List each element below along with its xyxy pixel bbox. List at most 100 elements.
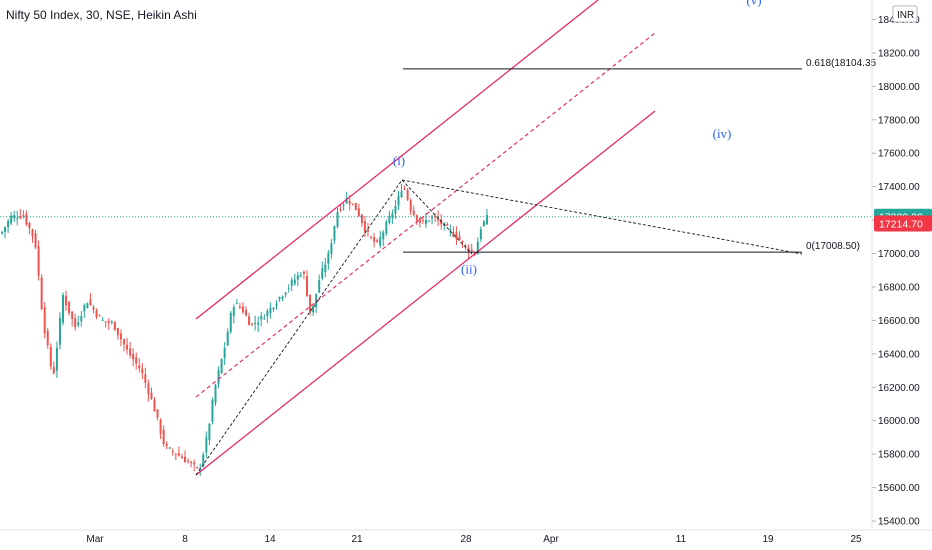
candle-body-25 (77, 322, 80, 326)
candle-body-122 (373, 237, 376, 242)
y-tick-label-1: 15600.00 (878, 483, 920, 494)
candle-body-33 (101, 320, 104, 322)
candle-body-133 (406, 189, 409, 200)
x-tick-label-0: Mar (86, 534, 104, 545)
candle-body-59 (180, 456, 183, 459)
candle-body-17 (52, 367, 55, 374)
y-tick-label-4: 16200.00 (878, 383, 920, 394)
candle-body-128 (391, 213, 394, 218)
candle-body-12 (37, 246, 40, 276)
candle-body-74 (226, 331, 229, 346)
candle-body-67 (205, 437, 208, 453)
candle-body-5 (16, 218, 19, 220)
candle-body-89 (272, 307, 275, 310)
candle-body-32 (98, 315, 101, 317)
wave-label-1: (ii) (461, 262, 477, 277)
candle-body-139 (424, 219, 427, 224)
candle-body-72 (220, 358, 223, 373)
candle-body-85 (260, 315, 263, 320)
candle-body-140 (428, 220, 430, 222)
second-price-value: 17214.70 (879, 218, 923, 230)
candle-body-113 (345, 197, 348, 204)
candle-body-109 (333, 226, 336, 241)
y-tick-label-3: 16000.00 (878, 416, 920, 427)
candle-body-152 (464, 245, 467, 247)
candle-body-118 (360, 214, 363, 224)
candle-body-29 (89, 299, 92, 306)
candle-body-110 (336, 211, 339, 227)
candle-body-131 (400, 191, 403, 198)
wave-label-0: (i) (393, 153, 405, 168)
candle-body-55 (168, 447, 171, 449)
candle-body-27 (83, 305, 86, 312)
candle-body-19 (58, 317, 61, 345)
candle-body-90 (275, 303, 278, 306)
candle-body-159 (485, 215, 488, 225)
candle-body-51 (156, 409, 159, 418)
y-tick-label-11: 17600.00 (878, 149, 920, 160)
candle-body-92 (281, 296, 284, 299)
candle-body-56 (171, 451, 174, 453)
candle-body-50 (153, 399, 156, 412)
candle-body-154 (470, 249, 473, 252)
fib-label-1: 0(17008.50) (806, 241, 860, 252)
candle-body-132 (403, 188, 406, 190)
candle-body-98 (299, 275, 302, 277)
candle-body-95 (290, 280, 293, 286)
candle-body-104 (318, 280, 321, 293)
candle-body-94 (287, 287, 290, 289)
candle-body-14 (43, 307, 46, 334)
candle-body-141 (431, 216, 434, 219)
candle-body-45 (138, 365, 141, 369)
time-axis[interactable]: Mar 8 14 21 28 Apr 11 19 25 (0, 529, 932, 545)
candle-body-81 (248, 316, 251, 326)
candle-body-49 (150, 392, 153, 399)
y-tick-label-12: 17800.00 (878, 115, 920, 126)
candle-body-93 (284, 292, 287, 295)
candle-body-38 (116, 328, 119, 336)
candle-body-66 (202, 454, 205, 467)
candle-body-147 (449, 229, 452, 231)
candle-body-58 (177, 453, 180, 456)
candle-body-76 (232, 307, 235, 317)
candle-body-24 (74, 317, 77, 327)
y-tick-label-5: 16400.00 (878, 349, 920, 360)
candle-body-78 (238, 306, 241, 308)
chart-title: Nifty 50 Index, 30, NSE, Heikin Ashi (6, 8, 197, 22)
candle-body-61 (187, 460, 190, 462)
candle-body-150 (458, 236, 461, 240)
y-tick-label-0: 15400.00 (878, 517, 920, 528)
candle-body-75 (229, 312, 232, 333)
candle-body-30 (92, 307, 95, 310)
candle-body-70 (214, 384, 217, 403)
price-axis[interactable]: 15400.00 15600.00 15800.00 16000.00 16200.00… (871, 0, 932, 530)
candle-body-44 (135, 357, 138, 364)
candle-body-15 (46, 331, 49, 346)
candle-body-120 (367, 229, 369, 232)
second-price-badge (874, 215, 932, 232)
x-tick-label-6: 11 (676, 534, 687, 545)
candle-body-137 (418, 217, 421, 224)
candle-body-18 (55, 347, 58, 371)
candle-body-135 (412, 210, 415, 215)
candle-body-7 (22, 215, 25, 217)
candle-body-123 (376, 240, 379, 242)
candle-body-4 (13, 215, 16, 219)
candle-body-100 (306, 276, 308, 297)
candle-body-138 (421, 220, 424, 222)
candle-body-103 (315, 293, 318, 308)
candle-body-121 (370, 236, 373, 238)
candle-body-77 (235, 303, 238, 305)
candle-body-71 (217, 370, 220, 385)
candle-body-64 (196, 467, 199, 469)
candle-body-126 (385, 221, 388, 234)
candle-body-86 (263, 318, 266, 320)
candle-body-91 (278, 297, 281, 300)
candle-body-9 (28, 222, 31, 229)
y-tick-label-10: 17400.00 (878, 182, 920, 193)
candle-body-11 (34, 233, 37, 248)
candle-body-13 (40, 277, 43, 310)
candle-body-96 (293, 279, 296, 284)
x-tick-label-7: 19 (762, 534, 774, 545)
